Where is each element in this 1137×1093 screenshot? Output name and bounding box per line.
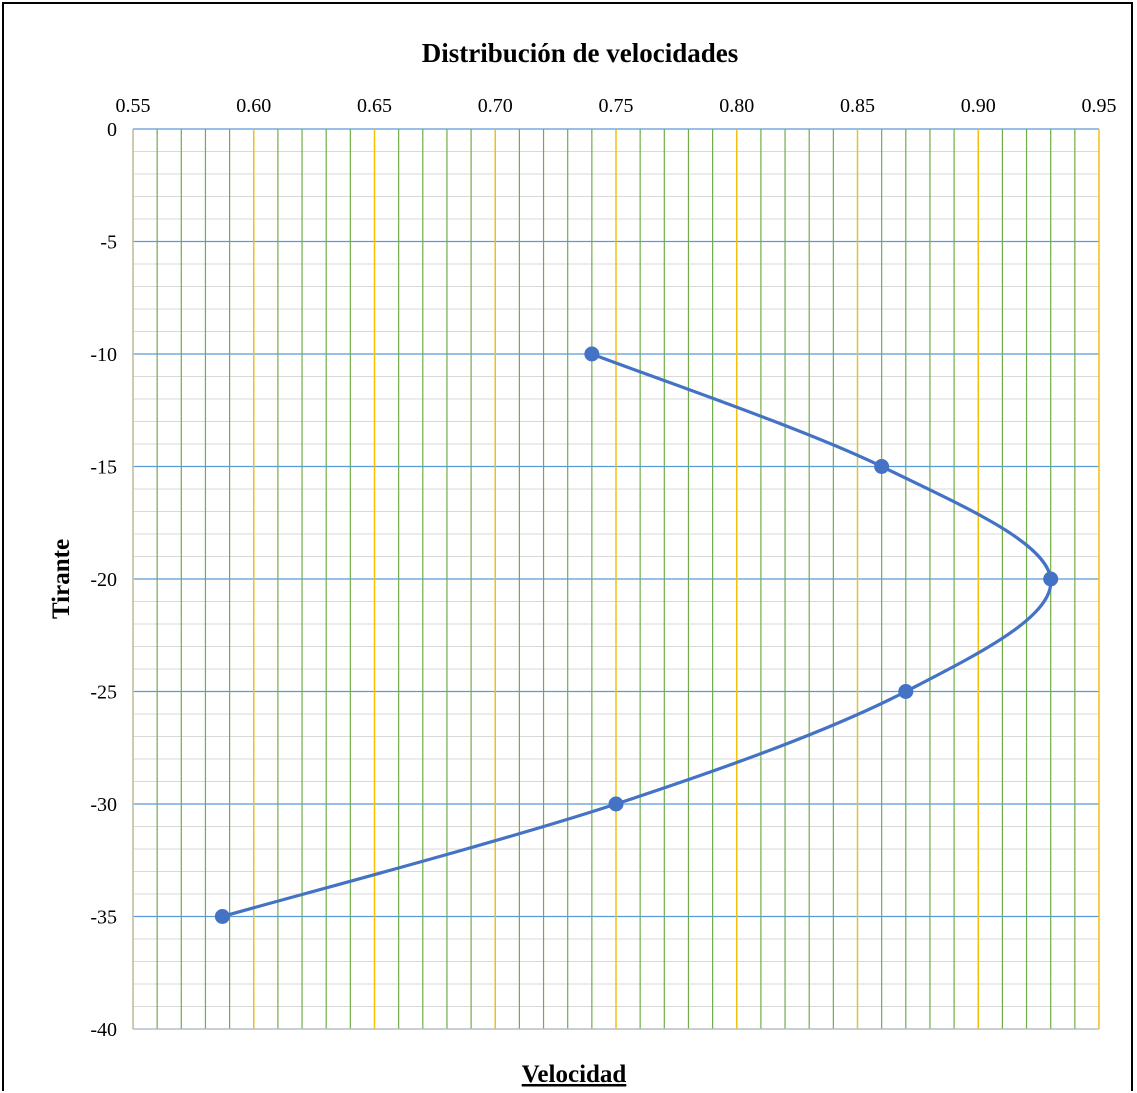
y-tick-label: -15 — [90, 457, 117, 479]
x-tick-label: 0.55 — [116, 95, 151, 117]
y-tick-label: -20 — [90, 569, 117, 591]
x-tick-label: 0.85 — [840, 95, 875, 117]
x-axis-label: Velocidad — [522, 1061, 627, 1088]
y-tick-label: -40 — [90, 1019, 117, 1041]
data-point — [584, 346, 600, 362]
data-point — [1043, 571, 1059, 587]
x-tick-label: 0.60 — [236, 95, 271, 117]
x-tick-label: 0.95 — [1082, 95, 1117, 117]
y-tick-label: -5 — [100, 232, 117, 254]
series — [214, 346, 1059, 924]
x-tick-label: 0.70 — [478, 95, 513, 117]
tick-labels: 0.55 0.60 0.65 0.70 0.75 0.80 0.85 0.90 0.95 0 -5 -… — [90, 95, 1116, 1041]
x-tick-label: 0.75 — [599, 95, 634, 117]
y-tick-label: -35 — [90, 907, 117, 929]
y-axis-label: Tirante — [48, 539, 75, 619]
grid — [132, 128, 1100, 1030]
y-tick-label: 0 — [107, 119, 117, 141]
x-tick-label: 0.80 — [719, 95, 754, 117]
data-point — [608, 796, 624, 812]
y-tick-label: -25 — [90, 682, 117, 704]
chart-title: Distribución de velocidades — [422, 38, 739, 68]
y-tick-label: -10 — [90, 344, 117, 366]
data-point — [898, 684, 914, 699]
x-tick-label: 0.65 — [357, 95, 392, 117]
data-point — [214, 909, 230, 924]
series-line — [220, 352, 1053, 919]
y-tick-label: -30 — [90, 794, 117, 816]
x-tick-label: 0.90 — [961, 95, 996, 117]
data-point — [874, 459, 890, 474]
